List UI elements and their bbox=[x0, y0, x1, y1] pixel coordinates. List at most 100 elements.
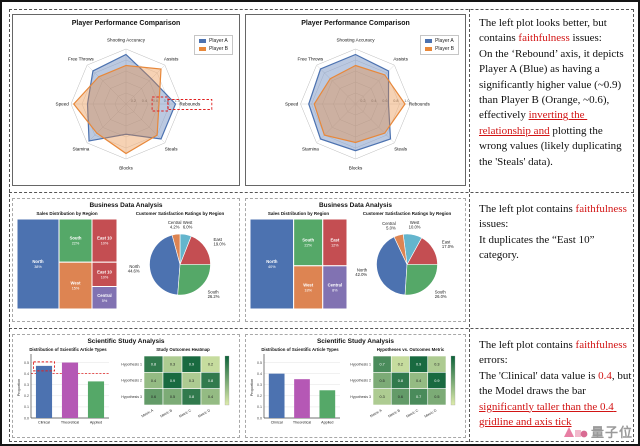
svg-text:0.4: 0.4 bbox=[208, 395, 213, 399]
svg-text:Blocks: Blocks bbox=[119, 165, 133, 170]
svg-text:Steals: Steals bbox=[165, 147, 178, 152]
figure-title: Business Data Analysis bbox=[89, 202, 163, 209]
svg-text:0.4: 0.4 bbox=[257, 372, 262, 376]
svg-text:Central: Central bbox=[382, 221, 396, 226]
svg-text:0.3: 0.3 bbox=[379, 395, 384, 399]
svg-text:5%: 5% bbox=[102, 299, 108, 303]
svg-text:0.0: 0.0 bbox=[24, 416, 29, 420]
svg-text:6.0%: 6.0% bbox=[183, 225, 193, 230]
svg-text:0.2: 0.2 bbox=[360, 99, 365, 103]
svg-text:0.5: 0.5 bbox=[379, 379, 384, 383]
svg-text:Shooting Accuracy: Shooting Accuracy bbox=[107, 38, 146, 43]
radar-plot-model: 0.2 0.4 0.6 0.8 1.0 Shooting Accuracy Assists R… bbox=[56, 38, 213, 170]
qbitai-watermark: 量子位 bbox=[562, 422, 633, 441]
svg-text:East 10: East 10 bbox=[97, 236, 112, 241]
svg-text:Metric D: Metric D bbox=[424, 408, 438, 418]
svg-text:0.9: 0.9 bbox=[170, 379, 175, 383]
svg-text:Customer Satisfaction Ratings: Customer Satisfaction Ratings by Region bbox=[136, 211, 225, 216]
svg-text:Central: Central bbox=[168, 220, 182, 225]
svg-text:Metric B: Metric B bbox=[160, 408, 174, 418]
svg-text:West: West bbox=[410, 220, 420, 225]
svg-text:South: South bbox=[435, 290, 447, 295]
svg-text:0.2: 0.2 bbox=[398, 362, 403, 366]
bar-chart-model: Distribution of Scientific Article Types… bbox=[17, 347, 109, 425]
player-a-swatch bbox=[425, 39, 433, 43]
svg-text:12%: 12% bbox=[331, 243, 339, 247]
heatmap-reference: Hypotheses vs. Outcomes Metric 0.7 0.2 0.9 0… bbox=[350, 347, 456, 419]
annotation-row-3: The left plot contains faithfulness erro… bbox=[475, 336, 638, 430]
svg-text:Rebounds: Rebounds bbox=[409, 102, 431, 107]
svg-text:10%: 10% bbox=[101, 275, 109, 279]
svg-text:East: East bbox=[330, 237, 339, 242]
annotation-text: The left plot contains faithfulness erro… bbox=[479, 339, 635, 428]
svg-text:0.5: 0.5 bbox=[170, 395, 175, 399]
svg-text:0.3: 0.3 bbox=[189, 379, 194, 383]
svg-text:Hypothesis 1: Hypothesis 1 bbox=[350, 362, 371, 366]
svg-text:10.0%: 10.0% bbox=[409, 225, 421, 230]
annotation-row-1: The left plot looks better, but contains… bbox=[475, 14, 638, 170]
svg-text:0.3: 0.3 bbox=[257, 383, 262, 387]
legend-item: Player B bbox=[425, 46, 454, 52]
figure-title: Scientific Study Analysis bbox=[316, 338, 395, 345]
svg-text:Steals: Steals bbox=[394, 147, 407, 152]
svg-text:East: East bbox=[214, 237, 223, 242]
svg-text:Free Throws: Free Throws bbox=[68, 56, 94, 61]
svg-text:Speed: Speed bbox=[285, 102, 299, 107]
svg-text:0.2: 0.2 bbox=[131, 99, 136, 103]
bar-chart-reference: Distribution of Scientific Article Types… bbox=[250, 347, 340, 425]
svg-text:Customer Satisfaction Ratings: Customer Satisfaction Ratings by Region bbox=[363, 211, 452, 216]
svg-text:Speed: Speed bbox=[56, 102, 70, 107]
svg-text:0.1: 0.1 bbox=[257, 405, 262, 409]
svg-text:0.8: 0.8 bbox=[208, 379, 213, 383]
svg-text:Hypothesis 2: Hypothesis 2 bbox=[121, 379, 142, 383]
svg-text:4.2%: 4.2% bbox=[170, 224, 180, 229]
svg-text:26.2%: 26.2% bbox=[208, 294, 220, 299]
svg-text:West: West bbox=[183, 220, 193, 225]
svg-text:0.5: 0.5 bbox=[257, 361, 262, 365]
svg-text:Metric A: Metric A bbox=[141, 408, 155, 418]
svg-text:15%: 15% bbox=[72, 287, 80, 291]
svg-text:Assists: Assists bbox=[393, 56, 408, 61]
svg-text:26.0%: 26.0% bbox=[435, 294, 447, 299]
svg-text:Stamina: Stamina bbox=[72, 147, 89, 152]
svg-text:Clinical: Clinical bbox=[38, 421, 50, 425]
svg-text:38%: 38% bbox=[34, 265, 42, 269]
svg-text:Theoretical: Theoretical bbox=[61, 421, 79, 425]
svg-text:0.2: 0.2 bbox=[208, 362, 213, 366]
svg-text:Study Outcomes Heatmap: Study Outcomes Heatmap bbox=[156, 347, 210, 352]
svg-text:Sales Distribution by Region: Sales Distribution by Region bbox=[268, 211, 330, 216]
svg-text:South: South bbox=[70, 236, 82, 241]
svg-text:East 10: East 10 bbox=[97, 269, 112, 274]
svg-text:44.6%: 44.6% bbox=[128, 268, 140, 273]
legend-label: Player B bbox=[435, 46, 454, 52]
svg-text:Stamina: Stamina bbox=[302, 147, 319, 152]
svg-text:Rebounds: Rebounds bbox=[179, 102, 201, 107]
player-b-swatch bbox=[425, 47, 433, 51]
svg-text:0.3: 0.3 bbox=[24, 383, 29, 387]
qbitai-logo-icon bbox=[563, 426, 588, 437]
legend-label: Player A bbox=[209, 38, 228, 44]
radar-chart-model-panel: Player Performance Comparison Player A P… bbox=[12, 14, 240, 186]
svg-text:0.4: 0.4 bbox=[142, 99, 147, 103]
svg-text:Shooting Accuracy: Shooting Accuracy bbox=[336, 38, 375, 43]
svg-text:Distribution of Scientific Art: Distribution of Scientific Article Types bbox=[29, 347, 107, 352]
svg-text:North: North bbox=[266, 259, 278, 264]
svg-text:22%: 22% bbox=[304, 243, 312, 247]
svg-text:0.8: 0.8 bbox=[151, 362, 156, 366]
svg-text:0.3: 0.3 bbox=[434, 362, 439, 366]
svg-text:Free Throws: Free Throws bbox=[298, 56, 324, 61]
business-figure-reference-panel: Business Data Analysis Sales Distributio… bbox=[245, 198, 466, 322]
svg-text:North: North bbox=[129, 264, 140, 269]
player-a-swatch bbox=[199, 39, 207, 43]
legend-item: Player A bbox=[425, 38, 454, 44]
pie-chart-reference: Customer Satisfaction Ratings by Region E… bbox=[355, 211, 454, 299]
svg-text:0.4: 0.4 bbox=[416, 379, 421, 383]
radar-plot-reference: 0.2 0.4 0.6 0.8 1.0 Shooting Accuracy Assists R… bbox=[285, 38, 431, 171]
watermark-text: 量子位 bbox=[590, 425, 633, 440]
legend-item: Player A bbox=[199, 38, 228, 44]
svg-text:Central: Central bbox=[328, 282, 342, 287]
svg-text:0.1: 0.1 bbox=[24, 405, 29, 409]
svg-text:Metric C: Metric C bbox=[178, 408, 192, 418]
